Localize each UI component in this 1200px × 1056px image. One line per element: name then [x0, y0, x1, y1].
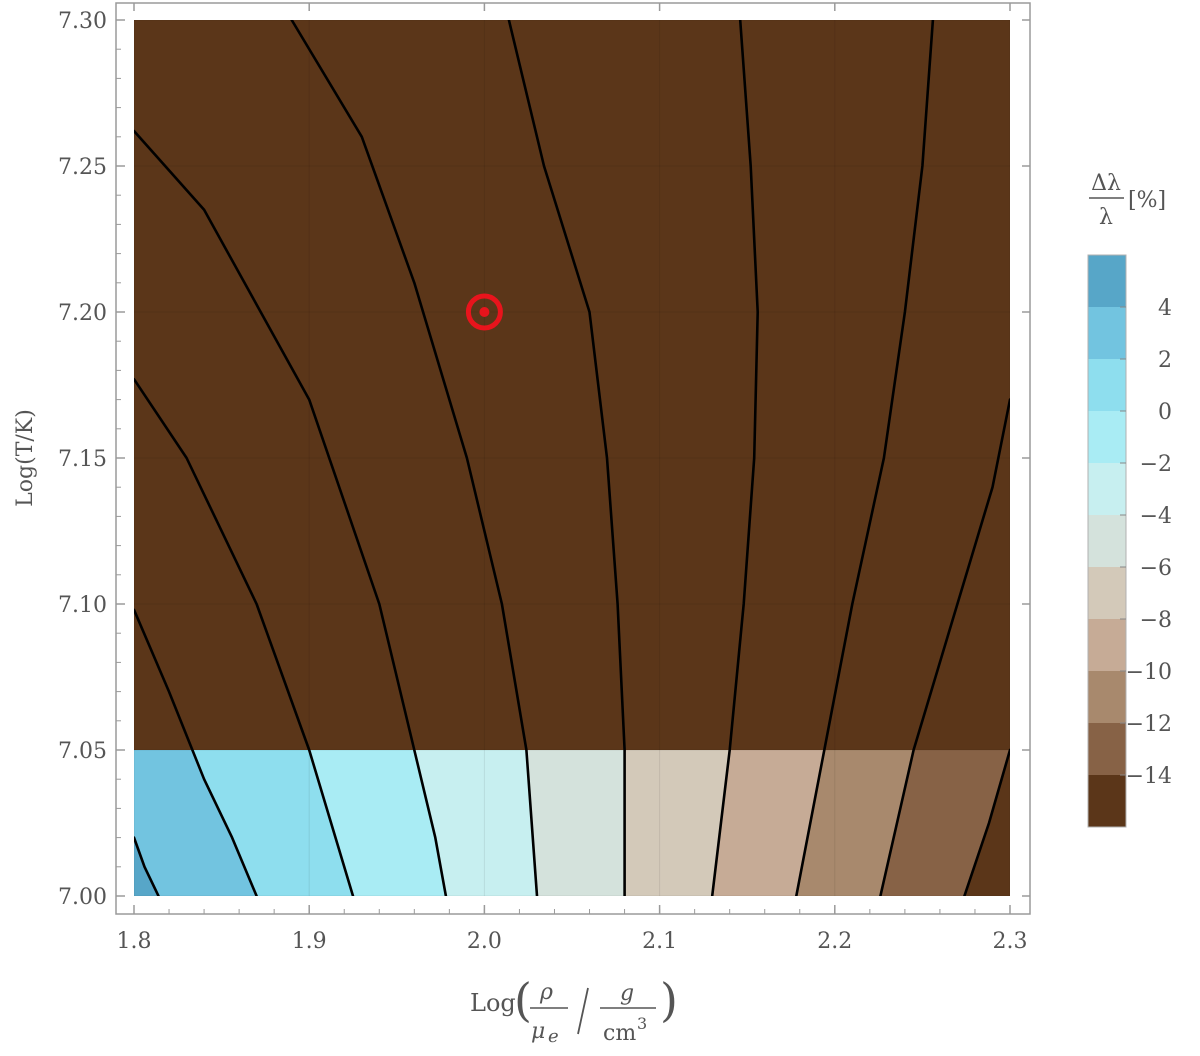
- x-label-mu: μ: [531, 1019, 545, 1044]
- x-tick-label: 1.9: [292, 929, 327, 954]
- colorbar-swatch: [1088, 463, 1126, 515]
- colorbar-tick-label: −8: [1140, 608, 1172, 633]
- colorbar-tick-label: −12: [1126, 712, 1172, 737]
- y-tick-label: 7.00: [58, 885, 107, 910]
- colorbar-tick-label: 0: [1158, 400, 1172, 425]
- band--16-to--14: [134, 20, 1010, 896]
- y-tick-label: 7.20: [58, 301, 107, 326]
- colorbar-tick-label: −6: [1140, 556, 1172, 581]
- x-label-g: g: [620, 981, 634, 1006]
- colorbar-tick-label: −4: [1140, 504, 1172, 529]
- x-label-mu-subscript: e: [548, 1026, 559, 1047]
- colorbar-tick-label: 4: [1158, 296, 1172, 321]
- colorbar-swatch: [1088, 723, 1126, 775]
- colorbar-swatch: [1088, 359, 1126, 411]
- contour-line: [134, 836, 160, 896]
- x-label-cm-exponent: 3: [637, 1014, 647, 1033]
- x-tick-label: 2.0: [467, 929, 502, 954]
- colorbar-tick-label: −14: [1126, 764, 1172, 789]
- x-label-cm: cm: [603, 1021, 636, 1046]
- colorbar-tick-label: −10: [1126, 660, 1172, 685]
- x-tick-label: 2.1: [642, 929, 677, 954]
- colorbar-tick-label: −2: [1140, 452, 1172, 477]
- y-axis-ticks: 7.00 7.05 7.10 7.15 7.20 7.25 7.30: [58, 9, 1030, 910]
- x-label-slash: [577, 987, 589, 1035]
- contour-line: [507, 20, 626, 896]
- contour-line: [795, 20, 935, 896]
- colorbar-title-unit: [%]: [1128, 188, 1166, 213]
- contour-line: [290, 20, 539, 896]
- colorbar-swatch: [1088, 619, 1126, 671]
- colorbar-title-denominator: λ: [1099, 205, 1113, 230]
- colorbar-title-numerator: Δλ: [1091, 171, 1121, 196]
- contour-lines: [134, 20, 1010, 896]
- contour-line: [134, 377, 355, 896]
- x-axis-label: Log ( ρ μ e g cm 3 ): [470, 973, 678, 1047]
- y-tick-label: 7.05: [58, 739, 107, 764]
- contour-bands: [134, 20, 1010, 896]
- y-tick-label: 7.30: [58, 9, 107, 34]
- colorbar-tick-label: 2: [1158, 348, 1172, 373]
- x-label-rho: ρ: [539, 980, 553, 1005]
- colorbar-swatch: [1088, 411, 1126, 463]
- y-axis-label: Log(T/K): [13, 409, 38, 507]
- y-tick-label: 7.10: [58, 593, 107, 618]
- sun-marker-dot: [479, 307, 490, 317]
- x-axis-ticks: 1.8 1.9 2.0 2.1 2.2 2.3: [117, 3, 1028, 954]
- x-label-paren-right: ): [660, 973, 678, 1027]
- x-tick-label: 2.3: [993, 929, 1028, 954]
- contour-line: [879, 398, 1010, 896]
- colorbar-swatch: [1088, 671, 1126, 723]
- colorbar-title: Δλ λ [%]: [1089, 171, 1166, 230]
- y-tick-label: 7.15: [58, 447, 107, 472]
- grid-lines: [134, 20, 1010, 896]
- y-tick-label: 7.25: [58, 155, 107, 180]
- colorbar-swatch: [1088, 255, 1126, 307]
- x-tick-label: 1.8: [117, 929, 152, 954]
- colorbar-swatch: [1088, 515, 1126, 567]
- x-label-log: Log: [470, 989, 516, 1017]
- x-label-paren-left: (: [514, 973, 532, 1027]
- contour-line: [134, 129, 448, 896]
- colorbar-swatch: [1088, 775, 1126, 827]
- colorbar-frame: [1087, 254, 1127, 828]
- contour-line: [710, 20, 759, 896]
- sun-marker: [465, 293, 503, 331]
- colorbar: 4 2 0 −2 −4 −6 −8 −10 −12 −14: [1087, 254, 1172, 828]
- x-tick-label: 2.2: [817, 929, 852, 954]
- contour-line: [963, 748, 1010, 896]
- colorbar-swatch: [1088, 307, 1126, 359]
- sun-marker-ring: [465, 293, 503, 331]
- contour-line: [134, 608, 258, 896]
- colorbar-swatch: [1088, 567, 1126, 619]
